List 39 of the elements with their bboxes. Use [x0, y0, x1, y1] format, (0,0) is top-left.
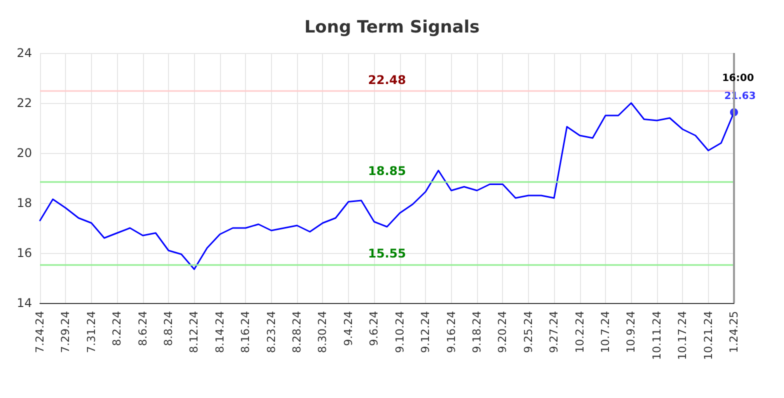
x-tick-label: 9.25.24 — [522, 311, 535, 353]
y-tick-label: 14 — [16, 296, 32, 310]
y-tick-label: 18 — [16, 196, 32, 210]
ref-line-label: 22.48 — [368, 73, 406, 87]
ref-line-label: 18.85 — [368, 164, 406, 178]
y-tick-label: 24 — [16, 46, 32, 60]
chart-title: Long Term Signals — [304, 18, 480, 38]
x-tick-label: 9.18.24 — [470, 311, 484, 353]
x-tick-label: 10.2.24 — [573, 311, 586, 353]
x-tick-label: 1.24.25 — [728, 311, 740, 353]
x-tick-label: 7.31.24 — [84, 311, 98, 353]
x-tick-label: 10.11.24 — [650, 311, 664, 360]
x-tick-label: 8.12.24 — [188, 311, 201, 353]
x-tick-label: 8.16.24 — [239, 311, 252, 353]
x-tick-label: 8.30.24 — [316, 311, 330, 353]
x-tick-label: 9.27.24 — [548, 311, 561, 353]
ref-line-label: 15.55 — [368, 246, 406, 260]
y-tick-label: 20 — [16, 146, 32, 160]
x-tick-label: 8.14.24 — [213, 311, 226, 353]
x-tick-label: 8.23.24 — [264, 311, 278, 353]
y-tick-label: 22 — [16, 96, 32, 110]
x-tick-label: 7.29.24 — [59, 311, 72, 353]
x-tick-label: 8.8.24 — [162, 311, 176, 346]
x-tick-label: 9.4.24 — [342, 311, 355, 346]
x-tick-label: 10.21.24 — [702, 311, 715, 360]
annotation: 16:00 — [722, 72, 754, 84]
x-tick-label: 9.20.24 — [496, 311, 510, 353]
x-tick-label: 9.12.24 — [419, 311, 432, 353]
x-tick-label: 10.7.24 — [598, 311, 612, 353]
x-tick-label: 10.17.24 — [676, 311, 690, 360]
x-tick-label: 8.6.24 — [136, 311, 150, 346]
x-tick-label: 9.6.24 — [368, 311, 381, 346]
y-tick-label: 16 — [16, 246, 32, 260]
x-tick-label: 9.16.24 — [444, 311, 458, 353]
x-tick-label: 8.2.24 — [110, 311, 124, 346]
x-tick-label: 10.9.24 — [624, 311, 638, 353]
x-tick-label: 7.24.24 — [34, 311, 46, 353]
x-tick-label: 9.10.24 — [393, 311, 406, 353]
x-tick-label: 8.28.24 — [290, 311, 304, 353]
